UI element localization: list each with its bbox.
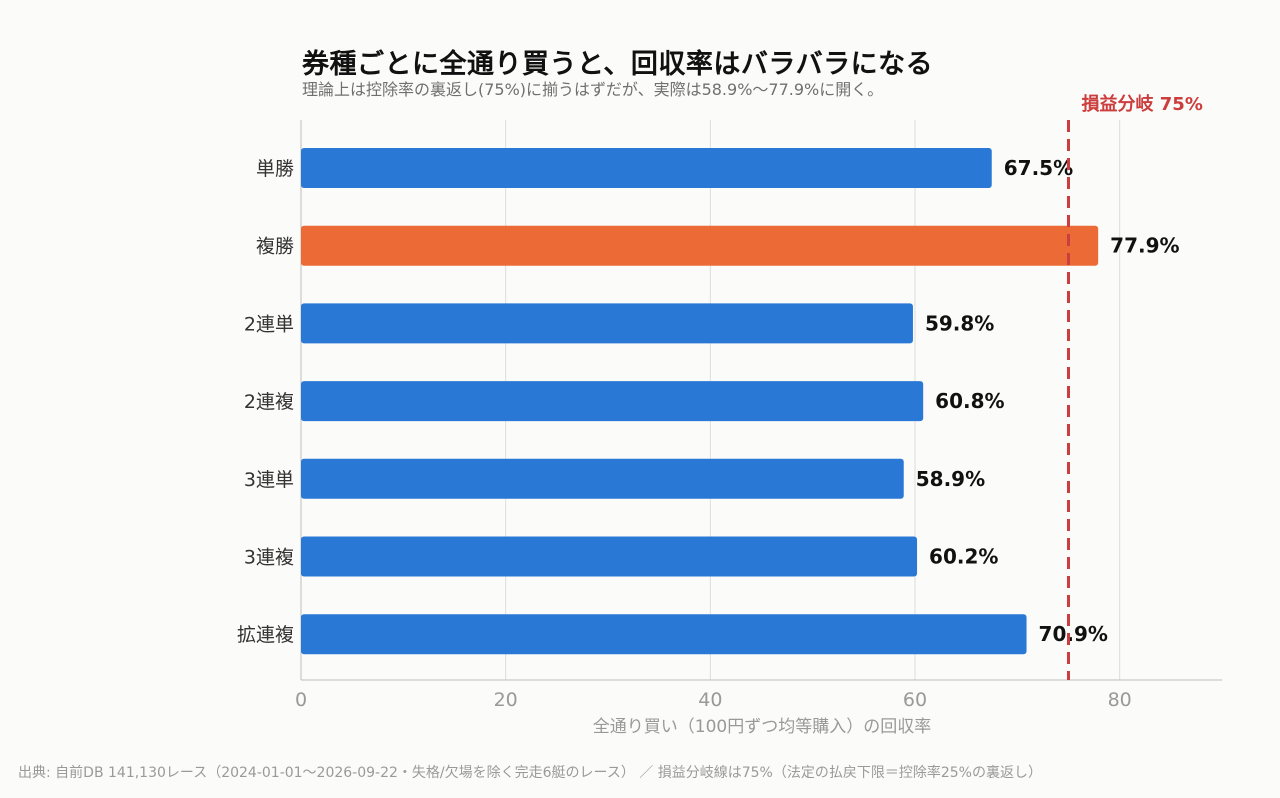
data-label: 60.2% — [929, 545, 998, 569]
chart-subtitle: 理論上は控除率の裏返し(75%)に揃うはずだが、実際は58.9%〜77.9%に開… — [302, 80, 884, 99]
category-label: 複勝 — [256, 236, 294, 258]
x-tick-label: 0 — [295, 689, 307, 711]
category-label: 3連単 — [244, 469, 294, 491]
data-label: 59.8% — [925, 311, 994, 335]
x-tick-label: 40 — [698, 689, 722, 711]
data-label: 77.9% — [1110, 234, 1179, 258]
category-label: 2連複 — [244, 391, 294, 413]
data-label: 58.9% — [916, 467, 985, 491]
category-label: 2連単 — [244, 313, 294, 335]
bar — [301, 614, 1027, 655]
bar — [301, 225, 1099, 266]
bar — [301, 148, 992, 188]
bar — [301, 458, 904, 499]
value-labels: 67.5% 77.9% 59.8% 60.8% 58.9% 60.2% 70.9% — [916, 156, 1180, 646]
reference-line-label: 損益分岐 75% — [1082, 93, 1203, 115]
bar — [301, 381, 924, 422]
category-label: 拡連複 — [237, 624, 294, 646]
source-note: 出典: 自前DB 141,130レース（2024-01-01〜2026-09-2… — [18, 765, 1042, 781]
bar — [301, 303, 913, 344]
x-axis-label: 全通り買い（100円ずつ均等購入）の回収率 — [593, 717, 931, 737]
x-tick-label: 80 — [1108, 689, 1132, 711]
category-label: 単勝 — [256, 158, 294, 180]
x-tick-label: 60 — [903, 689, 927, 711]
chart-title: 券種ごとに全通り買うと、回収率はバラバラになる — [302, 49, 934, 80]
bar — [301, 536, 918, 577]
reference-line-group: 損益分岐 75% — [1067, 93, 1203, 680]
category-label: 3連複 — [244, 547, 294, 569]
x-tick-label: 20 — [494, 689, 518, 711]
data-label: 67.5% — [1004, 156, 1073, 180]
bars — [301, 148, 1099, 655]
x-tick-labels: 0 20 40 60 80 — [295, 689, 1132, 711]
data-label: 60.8% — [935, 389, 1004, 413]
data-label: 70.9% — [1039, 622, 1108, 646]
